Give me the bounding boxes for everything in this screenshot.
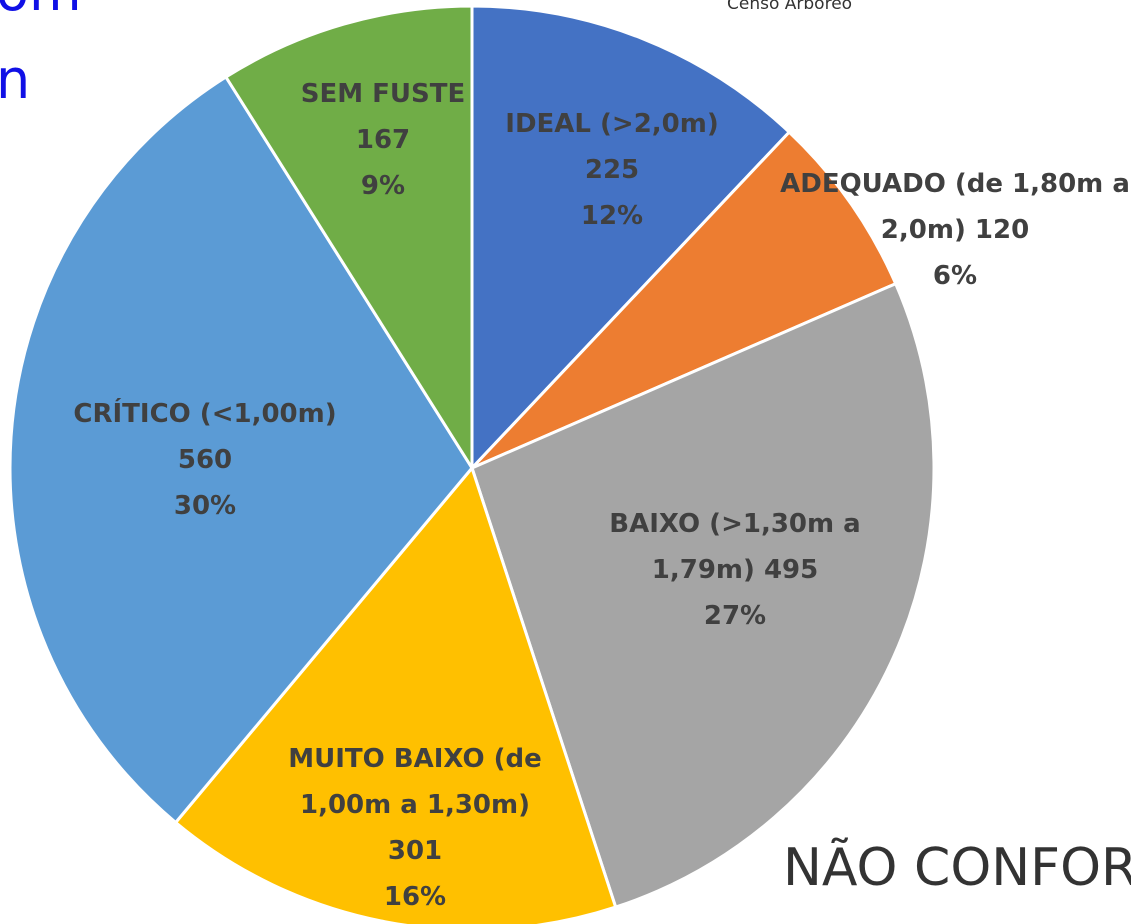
title-fragment: n xyxy=(0,48,31,111)
value-label: 560 xyxy=(177,445,233,475)
pie-slice xyxy=(470,129,898,470)
source-text: Censo Arbóreo xyxy=(727,0,853,14)
pie-slice xyxy=(470,281,936,909)
pie-slice xyxy=(223,4,474,474)
category-label: ADEQUADO (de 1,80m a 2,0m) xyxy=(780,169,1130,245)
data-label: CRÍTICO (<1,00m) 560 30% xyxy=(55,391,355,529)
category-label: BAIXO (>1,30m a 1,79m) xyxy=(609,509,861,585)
percent-label: 27% xyxy=(703,601,767,631)
data-label: SEM FUSTE 167 9% xyxy=(283,71,483,209)
data-label: IDEAL (>2,0m) 225 12% xyxy=(492,101,732,239)
pie-slice xyxy=(8,74,474,825)
category-label: MUITO BAIXO (de 1,00m a 1,30m) xyxy=(288,744,542,820)
value-label: 495 xyxy=(763,555,819,585)
value-label: 167 xyxy=(355,125,411,155)
value-label: 225 xyxy=(584,155,640,185)
pie-slice xyxy=(470,4,792,472)
value-label: 301 xyxy=(387,836,443,866)
footer-text: NÃO CONFOR xyxy=(783,838,1131,898)
data-label: ADEQUADO (de 1,80m a 2,0m) 120 6% xyxy=(775,161,1131,299)
category-label: SEM FUSTE xyxy=(300,79,466,109)
category-label: CRÍTICO (<1,00m) xyxy=(73,399,337,429)
title-fragment: om xyxy=(0,0,82,23)
pie-slice xyxy=(173,464,618,924)
data-label: BAIXO (>1,30m a 1,79m) 495 27% xyxy=(590,501,880,639)
percent-label: 12% xyxy=(580,201,644,231)
value-label: 120 xyxy=(974,215,1030,245)
percent-label: 9% xyxy=(360,171,406,201)
category-label: IDEAL (>2,0m) xyxy=(505,109,719,139)
percent-label: 16% xyxy=(383,882,447,912)
data-label: MUITO BAIXO (de 1,00m a 1,30m) 301 16% xyxy=(270,736,560,920)
percent-label: 6% xyxy=(932,261,978,291)
percent-label: 30% xyxy=(173,491,237,521)
